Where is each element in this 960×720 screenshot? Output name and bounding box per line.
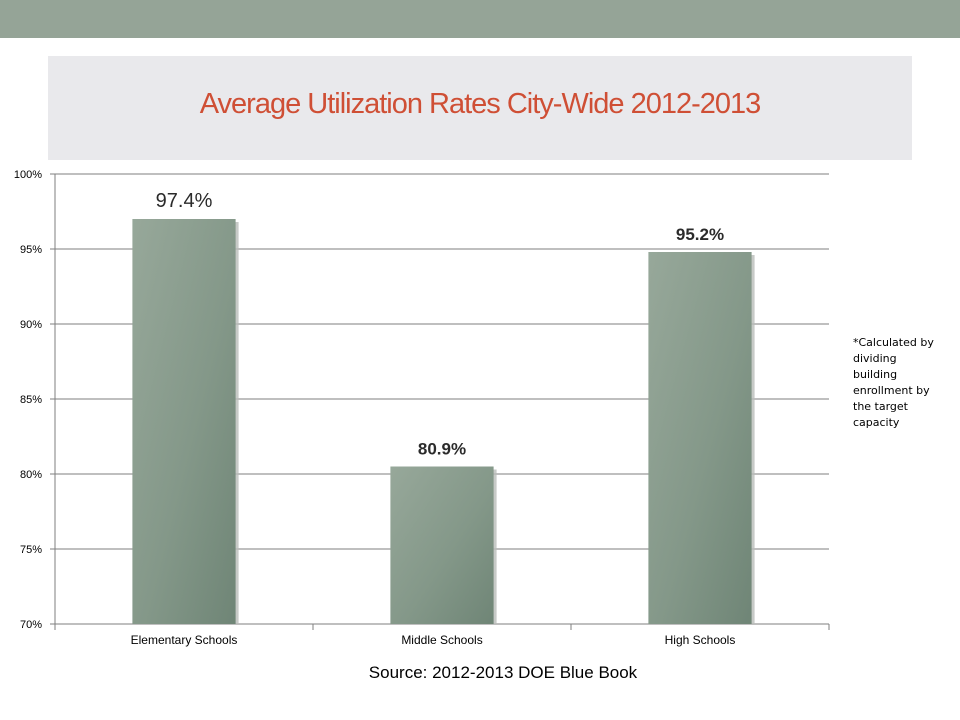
calculation-note: *Calculated by dividing building enrollm… bbox=[853, 336, 934, 429]
data-label: 95.2% bbox=[676, 225, 724, 244]
data-label: 80.9% bbox=[418, 440, 466, 459]
x-category-label: Elementary Schools bbox=[131, 633, 238, 647]
y-tick-label: 75% bbox=[20, 544, 42, 556]
y-tick-label: 80% bbox=[20, 469, 42, 481]
data-label: 97.4% bbox=[156, 190, 213, 212]
bar bbox=[132, 219, 236, 624]
y-tick-label: 90% bbox=[20, 319, 42, 331]
bar bbox=[648, 252, 752, 624]
y-tick-label: 85% bbox=[20, 394, 42, 406]
source-caption: Source: 2012-2013 DOE Blue Book bbox=[368, 663, 638, 682]
top-accent-bar bbox=[0, 0, 960, 38]
bar bbox=[390, 466, 494, 624]
y-tick-label: 100% bbox=[14, 169, 42, 181]
title-banner bbox=[48, 56, 912, 160]
chart-title: Average Utilization Rates City-Wide 2012… bbox=[199, 88, 762, 120]
y-tick-label: 95% bbox=[20, 244, 42, 256]
x-category-label: High Schools bbox=[665, 633, 736, 647]
x-category-label: Middle Schools bbox=[401, 633, 482, 647]
y-tick-label: 70% bbox=[20, 619, 42, 631]
